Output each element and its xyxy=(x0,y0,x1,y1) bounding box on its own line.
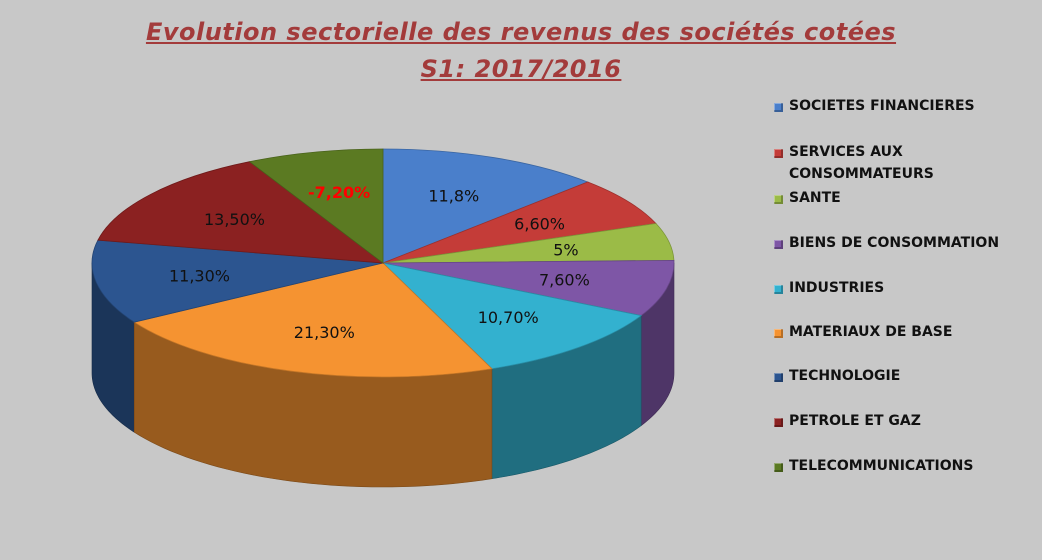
legend-item: TELECOMMUNICATIONS xyxy=(774,458,973,477)
pie-slice-8 xyxy=(248,148,384,264)
pie-sides xyxy=(91,262,675,488)
pie-labels: 11,8% 6,60% 5% 7,60%10,70% 21,30% 11,30% 13,50… xyxy=(169,183,590,342)
chart-title-line2: S1: 2017/2016 xyxy=(420,55,622,83)
pie-tops xyxy=(91,148,675,378)
pie-slice-7 xyxy=(97,161,385,264)
legend-label: SERVICES AUX CONSOMMATEURS xyxy=(789,144,934,182)
legend-item: BIENS DE CONSOMMATION xyxy=(774,235,999,254)
legend-item: SANTE xyxy=(774,190,841,209)
data-label-3: 7,60% xyxy=(539,271,590,290)
legend-label: PETROLE ET GAZ xyxy=(789,413,921,429)
legend-label: SANTE xyxy=(789,190,841,206)
legend-item: SERVICES AUX CONSOMMATEURS xyxy=(774,144,959,185)
legend-swatch xyxy=(774,418,783,427)
pie-slice-6 xyxy=(91,239,384,323)
legend-label: TELECOMMUNICATIONS xyxy=(789,458,974,474)
pie-slice-3 xyxy=(382,259,675,317)
pie-slice-4 xyxy=(381,262,643,370)
legend-item: INDUSTRIES xyxy=(774,280,884,299)
legend-item: TECHNOLOGIE xyxy=(774,368,900,387)
legend-swatch xyxy=(774,329,783,338)
pie-slice-1 xyxy=(382,181,657,264)
data-label-7: 13,50% xyxy=(204,210,265,229)
legend-swatch xyxy=(774,195,783,204)
data-label-0: 11,8% xyxy=(428,187,479,206)
data-label-4: 10,70% xyxy=(478,308,539,327)
legend-item: MATERIAUX DE BASE xyxy=(774,324,952,343)
legend-item: SOCIETES FINANCIERES xyxy=(774,98,975,117)
data-label-1: 6,60% xyxy=(514,215,565,234)
legend-swatch xyxy=(774,103,783,112)
data-label-2: 5% xyxy=(553,240,578,259)
legend-swatch xyxy=(774,240,783,249)
legend-swatch xyxy=(774,373,783,382)
legend-label: BIENS DE CONSOMMATION xyxy=(789,235,1000,251)
data-label-5: 21,30% xyxy=(294,323,355,342)
legend-label: MATERIAUX DE BASE xyxy=(789,324,953,340)
legend-item: PETROLE ET GAZ xyxy=(774,413,921,432)
legend-swatch xyxy=(774,149,783,158)
pie-slice-0 xyxy=(382,148,589,264)
legend-label: TECHNOLOGIE xyxy=(789,368,901,384)
legend-swatch xyxy=(774,463,783,472)
legend-label: INDUSTRIES xyxy=(789,280,885,296)
chart-title-line1: Evolution sectorielle des revenus des so… xyxy=(145,18,897,46)
pie-slice-5 xyxy=(133,262,493,378)
legend-swatch xyxy=(774,285,783,294)
data-label-6: 11,30% xyxy=(169,267,230,286)
data-label-8: -7,20% xyxy=(308,183,370,202)
legend-label: SOCIETES FINANCIERES xyxy=(789,98,975,114)
